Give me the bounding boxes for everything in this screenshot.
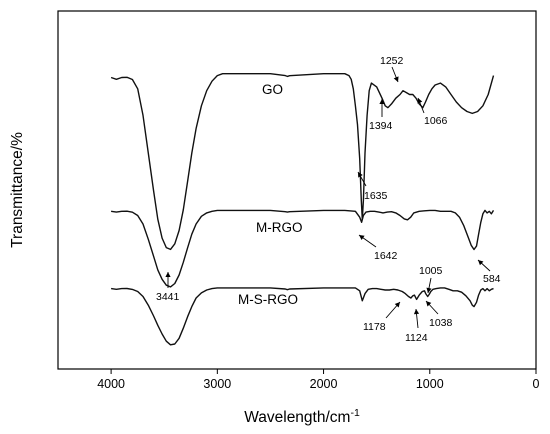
x-axis-title: Wavelength/cm-1 (244, 407, 360, 426)
annotation-label-584: 584 (483, 273, 501, 285)
annotation-label-1005: 1005 (419, 265, 443, 277)
annotation-arrowhead (478, 260, 484, 266)
x-tick-label: 0 (533, 377, 540, 391)
x-tick-label: 1000 (416, 377, 444, 391)
annotation-layer: 1252 1394 1066 1635 1642 3441 1005 584 1178 11241… (156, 55, 501, 344)
series-label-go: GO (262, 82, 283, 97)
x-axis-ticks: 4000 3000 2000 1000 0 (97, 369, 540, 391)
x-tick-label: 2000 (310, 377, 338, 391)
annotation-arrowhead (417, 98, 423, 104)
annotation-arrowhead (358, 172, 363, 178)
annotation-arrowhead (379, 99, 385, 104)
annotation-arrowhead (394, 302, 400, 308)
series-line-m-s-rgo (111, 287, 494, 346)
annotation-label-1635: 1635 (364, 190, 388, 202)
annotation-arrowhead (165, 272, 171, 277)
annotation-label-1252: 1252 (380, 55, 404, 67)
annotation-arrowhead (413, 309, 420, 315)
annotation-label-1642: 1642 (374, 250, 398, 262)
x-axis-title-superscript: -1 (350, 407, 359, 419)
annotation-arrowhead (393, 76, 399, 82)
annotation-label-1178: 1178 (363, 321, 386, 333)
annotation-label-1038: 1038 (429, 317, 453, 329)
series-line-go (110, 73, 495, 251)
series-label-m-rgo: M-RGO (256, 220, 303, 235)
x-tick-label: 3000 (203, 377, 231, 391)
annotation-label-1394: 1394 (369, 120, 393, 132)
x-axis-title-text: Wavelength/cm (244, 409, 350, 426)
annotation-arrowhead (359, 235, 365, 241)
annotation-arrowhead (426, 287, 432, 293)
annotation-label-1066: 1066 (424, 115, 448, 127)
annotation-arrowhead (426, 301, 432, 307)
annotation-label-1124: 1124 (405, 332, 428, 344)
annotation-label-3441: 3441 (156, 291, 180, 303)
series-label-m-s-rgo: M-S-RGO (238, 292, 298, 307)
x-tick-label: 4000 (97, 377, 125, 391)
plot-frame (57, 10, 537, 370)
y-axis-title: Transmittance/% (9, 132, 26, 248)
